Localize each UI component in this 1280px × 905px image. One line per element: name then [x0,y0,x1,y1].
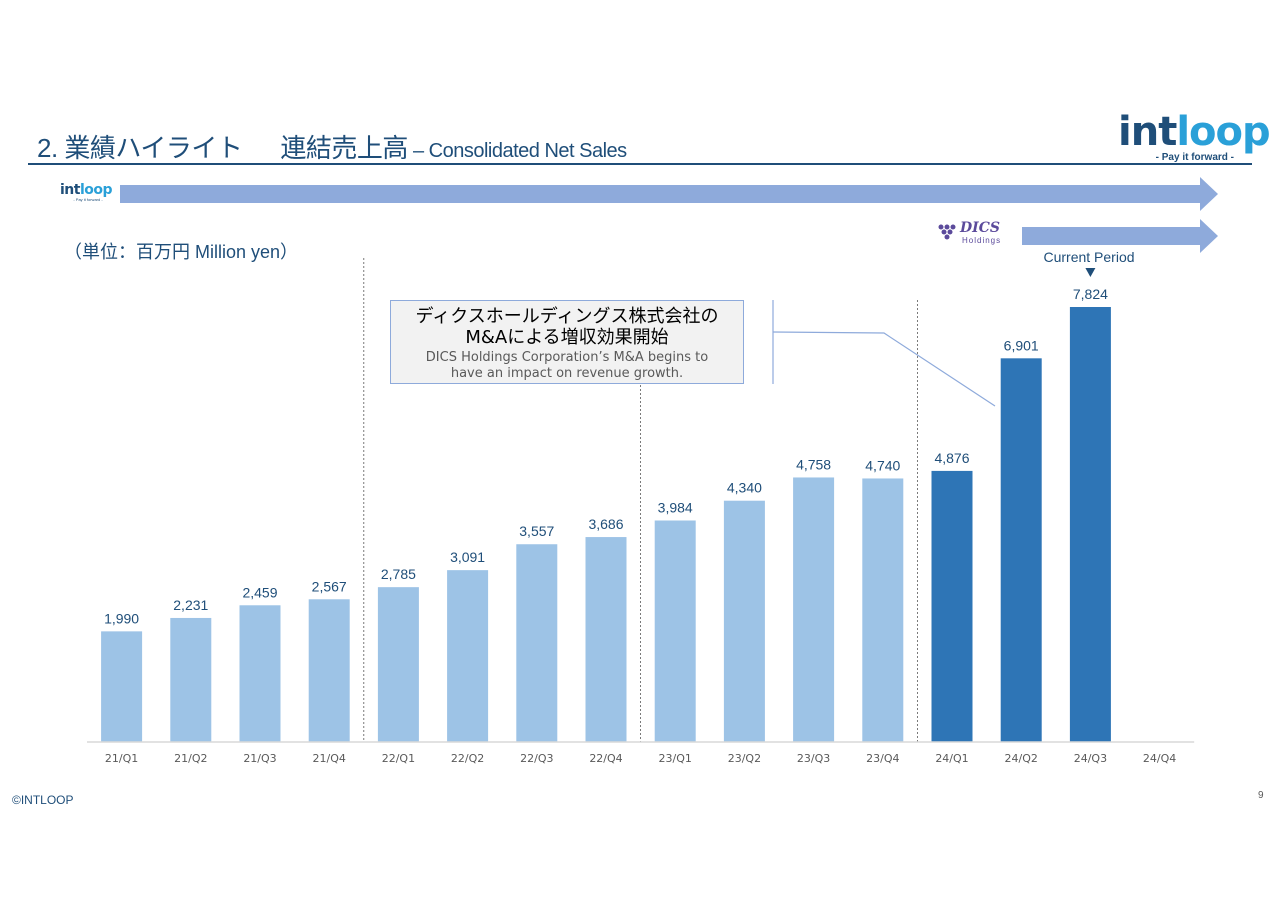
logo-word-b: loop [1176,109,1270,155]
small-logo-word-a: int [60,182,80,198]
bar-22-Q4 [585,537,627,742]
callout-box: ディクスホールディングス株式会社の M&Aによる増収効果開始 DICS Hold… [390,300,744,384]
current-period-triangle-icon [1085,268,1096,277]
bars [101,307,1111,742]
bar-23-Q1 [654,520,696,742]
value-label-22-Q3: 3,557 [519,523,554,539]
value-label-21-Q1: 1,990 [104,610,139,626]
page-number: 9 [1258,790,1264,801]
dics-wordmark: DICS [960,220,1000,236]
bar-24-Q2 [1000,358,1042,742]
bar-23-Q2 [723,500,765,742]
value-label-22-Q1: 2,785 [381,566,416,582]
tick-21-Q3: 21/Q3 [243,752,276,765]
current-period-label: Current Period [1043,249,1135,265]
callout-en-line-2: have an impact on revenue growth. [450,366,684,381]
intloop-logo: intloop - Pay it forward - [1118,109,1271,168]
tick-24-Q1: 24/Q1 [935,752,968,765]
value-labels: 1,990 2,231 2,459 2,567 2,785 3,091 3,557 3,686… [104,286,1108,626]
value-label-21-Q3: 2,459 [242,584,277,600]
value-label-23-Q3: 4,758 [796,456,831,472]
callout-jp-line-1: ディクスホールディングス株式会社の [415,306,719,327]
tick-24-Q3: 24/Q3 [1074,752,1107,765]
callout-en-line-1: DICS Holdings Corporation’s M&A begins t… [425,350,709,365]
value-label-23-Q4: 4,740 [865,457,900,473]
small-logo-word-b: loop [79,182,113,198]
value-label-24-Q2: 6,901 [1004,337,1039,353]
tick-22-Q3: 22/Q3 [520,752,553,765]
tick-22-Q1: 22/Q1 [382,752,415,765]
tick-23-Q1: 23/Q1 [659,752,692,765]
tick-23-Q2: 23/Q2 [728,752,761,765]
tick-23-Q3: 23/Q3 [797,752,830,765]
title-number: 2. 業績ハイライト [37,133,243,163]
value-label-21-Q2: 2,231 [173,597,208,613]
bar-21-Q2 [170,617,212,742]
tick-22-Q4: 22/Q4 [589,752,622,765]
bar-21-Q1 [101,631,143,742]
title-underline [28,163,1252,165]
bar-22-Q1 [377,587,419,742]
small-logo-tagline: - Pay it forward - [73,197,103,202]
callout-connector [772,300,996,407]
value-label-24-Q3: 7,824 [1073,286,1108,302]
dics-subtitle: Holdings [962,236,1002,245]
year-separators [363,258,918,742]
value-label-22-Q2: 3,091 [450,549,485,565]
logo-tagline: - Pay it forward - [1155,152,1234,163]
tick-21-Q1: 21/Q1 [105,752,138,765]
slide-title: 2. 業績ハイライト 連結売上高 – Consolidated Net Sales [37,128,627,165]
dics-grapes-icon [938,224,956,240]
bar-21-Q3 [239,605,281,742]
bar-24-Q3 [1069,307,1111,742]
current-period-marker [1085,268,1096,277]
bar-21-Q4 [308,599,350,742]
intloop-timeline-arrow [120,177,1218,211]
bar-23-Q3 [793,477,835,742]
value-label-23-Q2: 4,340 [727,480,762,496]
title-jp: 連結売上高 [280,133,408,163]
value-label-23-Q1: 3,984 [658,499,693,515]
value-label-22-Q4: 3,686 [588,516,623,532]
tick-24-Q2: 24/Q2 [1005,752,1038,765]
dics-holdings-logo: DICS Holdings [938,220,1010,248]
tick-24-Q4: 24/Q4 [1143,752,1176,765]
value-label-24-Q1: 4,876 [934,450,969,466]
value-label-21-Q4: 2,567 [312,578,347,594]
logo-word-a: int [1118,109,1177,155]
bar-22-Q2 [447,570,489,742]
bar-23-Q4 [862,478,904,742]
callout-connector-pointer [772,331,996,407]
tick-23-Q4: 23/Q4 [866,752,899,765]
unit-label: （単位：百万円 Million yen） [64,242,299,262]
tick-22-Q2: 22/Q2 [451,752,484,765]
copyright: ©INTLOOP [12,793,74,807]
intloop-small-logo: intloop - Pay it forward - [60,183,120,205]
dics-timeline-arrow [1022,219,1218,253]
tick-21-Q2: 21/Q2 [174,752,207,765]
bar-22-Q3 [516,544,558,742]
timeline-arrows [120,177,1218,253]
bar-24-Q1 [931,470,973,742]
x-tick-labels: 21/Q1 21/Q2 21/Q3 21/Q4 22/Q1 22/Q2 22/Q3 22/Q4… [105,752,1176,765]
tick-21-Q4: 21/Q4 [313,752,346,765]
callout-jp-line-2: M&Aによる増収効果開始 [465,327,669,348]
title-en: – Consolidated Net Sales [407,140,627,162]
